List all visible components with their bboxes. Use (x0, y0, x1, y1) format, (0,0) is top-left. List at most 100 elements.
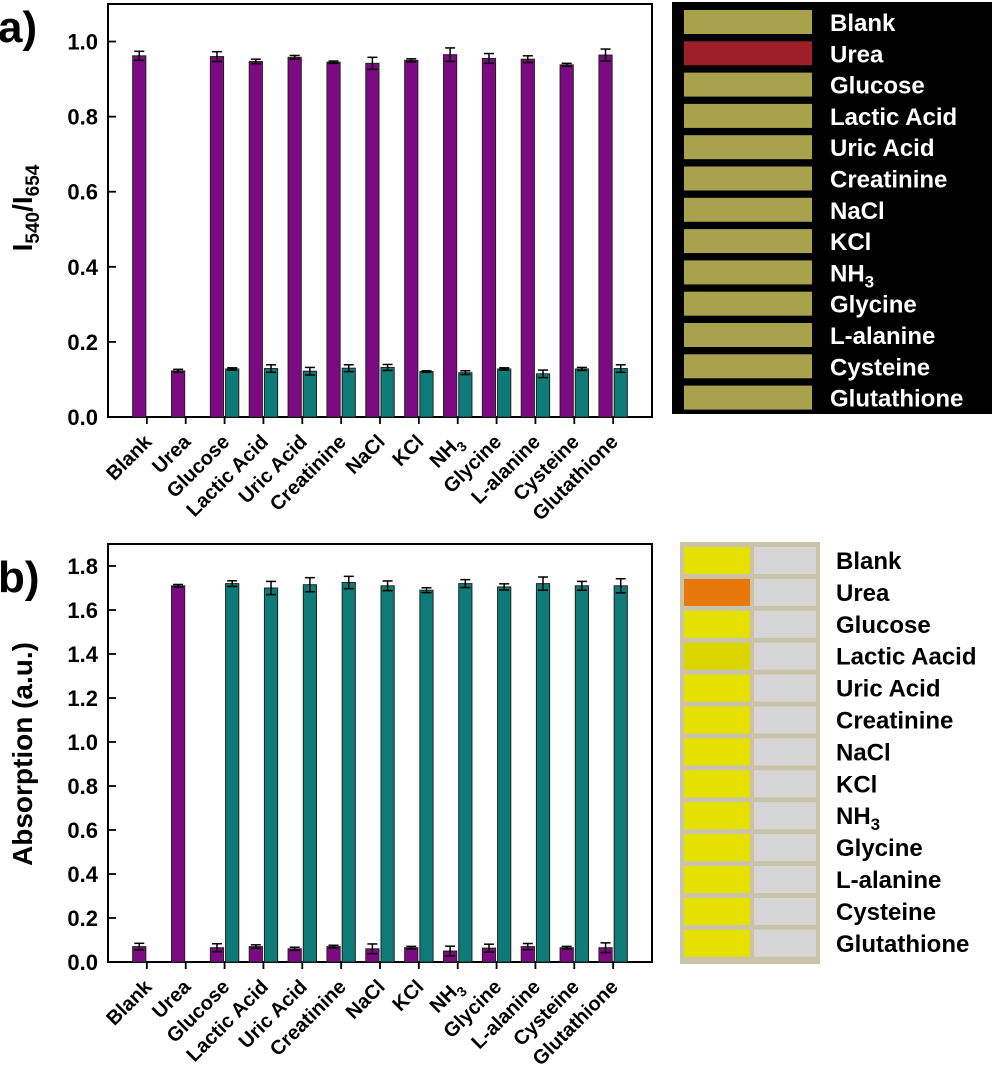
a-legend-label-nh3: NH3 (830, 260, 874, 291)
b-legend-strip-nh3 (684, 802, 750, 830)
a-bar-purple-glycine (481, 57, 497, 418)
b-legend-blank-kcl (754, 770, 816, 798)
a-ytick-label: 0.6 (67, 180, 98, 205)
b-legend-blank-creatinine (754, 706, 816, 734)
panel-b-legend-image: Blank Urea Glucose Lactic Aacid Uric Acid Cre… (680, 542, 977, 964)
a-legend-strip-glucose (684, 72, 812, 97)
b-legend-blank-nacl (754, 738, 816, 766)
b-xtick-label-nacl: NaCl (342, 976, 390, 1024)
a-legend-strip-l-alanine (684, 323, 812, 347)
a-ytick-label: 0.2 (67, 330, 98, 355)
b-ytick-label: 1.2 (67, 686, 98, 711)
b-xtick-label-blank: Blank (102, 975, 157, 1030)
b-legend-blank-l-alanine (754, 866, 816, 893)
b-bar-purple-urea (171, 585, 186, 963)
b-bar-teal-lactic-acid (263, 587, 279, 963)
b-bar-purple-cysteine (559, 947, 574, 963)
b-legend-label-nh3: NH3 (836, 803, 880, 834)
a-xtick-label-blank: Blank (102, 430, 157, 485)
a-bar-purple-glucose (209, 56, 225, 418)
b-legend-strip-nacl (684, 738, 750, 766)
panel-a-bars (132, 47, 628, 418)
a-legend-strip-blank (684, 10, 812, 34)
b-legend-blank-urea (754, 578, 816, 606)
b-legend-strip-glutathione (684, 929, 750, 957)
panel-a-legend-image: Blank Urea Glucose Lactic Acid Uric Acid Crea… (672, 2, 992, 414)
b-bar-teal-l-alanine (535, 583, 551, 963)
a-bar-purple-urea (171, 370, 186, 418)
a-bar-teal-nh3 (458, 372, 473, 418)
a-bar-purple-glutathione (598, 54, 613, 418)
a-bar-purple-kcl (404, 59, 419, 418)
a-bar-teal-uric-acid (302, 370, 317, 418)
panel-b: b) 0.00.20.40.60.81.01.21.41.61.8 BlankU… (0, 542, 977, 1070)
b-legend-blank-cysteine (754, 897, 816, 925)
panel-a-y-axis: 0.0 0.2 0.4 0.6 0.8 1.0 (67, 30, 116, 430)
a-bar-teal-lactic-acid (263, 368, 279, 418)
panel-a-y-axis-label: I540/I654 (7, 164, 44, 251)
a-legend-label-creatinine: Creatinine (830, 167, 947, 194)
b-legend-blank-glutathione (754, 929, 816, 957)
a-bar-purple-blank (132, 55, 147, 418)
a-bar-purple-cysteine (559, 64, 574, 418)
a-bar-teal-cysteine (574, 368, 589, 418)
a-bar-teal-glucose (225, 368, 240, 418)
a-bar-teal-creatinine (341, 367, 356, 418)
a-legend-label-kcl: KCl (830, 229, 871, 256)
b-legend-label-cysteine: Cysteine (836, 899, 936, 926)
a-legend-strip-uric-acid (684, 135, 812, 160)
a-bar-teal-glutathione (613, 368, 628, 418)
a-ytick-label: 0.4 (67, 255, 98, 280)
b-legend-strip-glucose (684, 610, 750, 638)
a-legend-label-cysteine: Cysteine (830, 354, 930, 381)
b-legend-label-creatinine: Creatinine (836, 708, 953, 735)
a-legend-strip-urea (684, 41, 812, 66)
b-bar-teal-uric-acid (302, 584, 317, 963)
b-ytick-label: 1.8 (67, 554, 98, 579)
b-legend-blank-glucose (754, 610, 816, 638)
b-bar-purple-creatinine (326, 946, 341, 963)
b-legend-label-urea: Urea (836, 580, 890, 607)
b-ytick-label: 0.2 (67, 906, 98, 931)
b-legend-label-blank: Blank (836, 548, 902, 575)
a-legend-strip-glycine (684, 291, 812, 316)
a-ytick-label: 0.0 (67, 405, 98, 430)
b-ytick-label: 0.4 (67, 862, 98, 887)
b-legend-label-glucose: Glucose (836, 612, 931, 639)
a-legend-strip-lactic-acid (684, 103, 812, 128)
b-legend-label-glutathione: Glutathione (836, 931, 969, 958)
a-xtick-label-nacl: NaCl (342, 431, 390, 479)
b-bar-teal-glutathione (613, 585, 628, 963)
b-ytick-label: 0.8 (67, 774, 98, 799)
b-legend-blank-blank (754, 547, 816, 574)
b-legend-label-l-alanine: L-alanine (836, 867, 941, 894)
b-legend-label-glycine: Glycine (836, 835, 923, 862)
b-legend-strip-kcl (684, 770, 750, 798)
panel-b-plot-frame (107, 543, 653, 963)
panel-a-label: a) (0, 3, 37, 52)
a-bar-purple-nh3 (443, 54, 458, 418)
b-bar-teal-kcl (419, 589, 434, 963)
a-legend-label-blank: Blank (830, 10, 896, 37)
b-bar-teal-nacl (380, 585, 395, 963)
a-bar-teal-kcl (419, 371, 434, 418)
b-bar-teal-glucose (225, 583, 240, 963)
a-bar-purple-uric-acid (287, 56, 302, 418)
a-xtick-label-kcl: KCl (388, 431, 428, 471)
b-legend-strip-uric-acid (684, 674, 750, 702)
b-legend-strip-creatinine (684, 706, 750, 734)
panel-b-label: b) (0, 553, 40, 602)
b-bar-teal-creatinine (341, 582, 356, 963)
b-legend-strip-lactic-aacid (684, 642, 750, 670)
a-ytick-label: 0.8 (67, 105, 98, 130)
b-ytick-label: 1.6 (67, 598, 98, 623)
panel-b-y-axis-label: Absorption (a.u.) (7, 642, 38, 866)
b-legend-blank-lactic-aacid (754, 642, 816, 670)
a-bar-teal-l-alanine (535, 373, 551, 418)
b-legend-label-nacl: NaCl (836, 739, 891, 766)
a-legend-label-l-alanine: L-alanine (830, 323, 935, 350)
b-legend-strip-glycine (684, 834, 750, 862)
b-legend-strip-l-alanine (684, 866, 750, 893)
a-legend-label-glucose: Glucose (830, 73, 925, 100)
